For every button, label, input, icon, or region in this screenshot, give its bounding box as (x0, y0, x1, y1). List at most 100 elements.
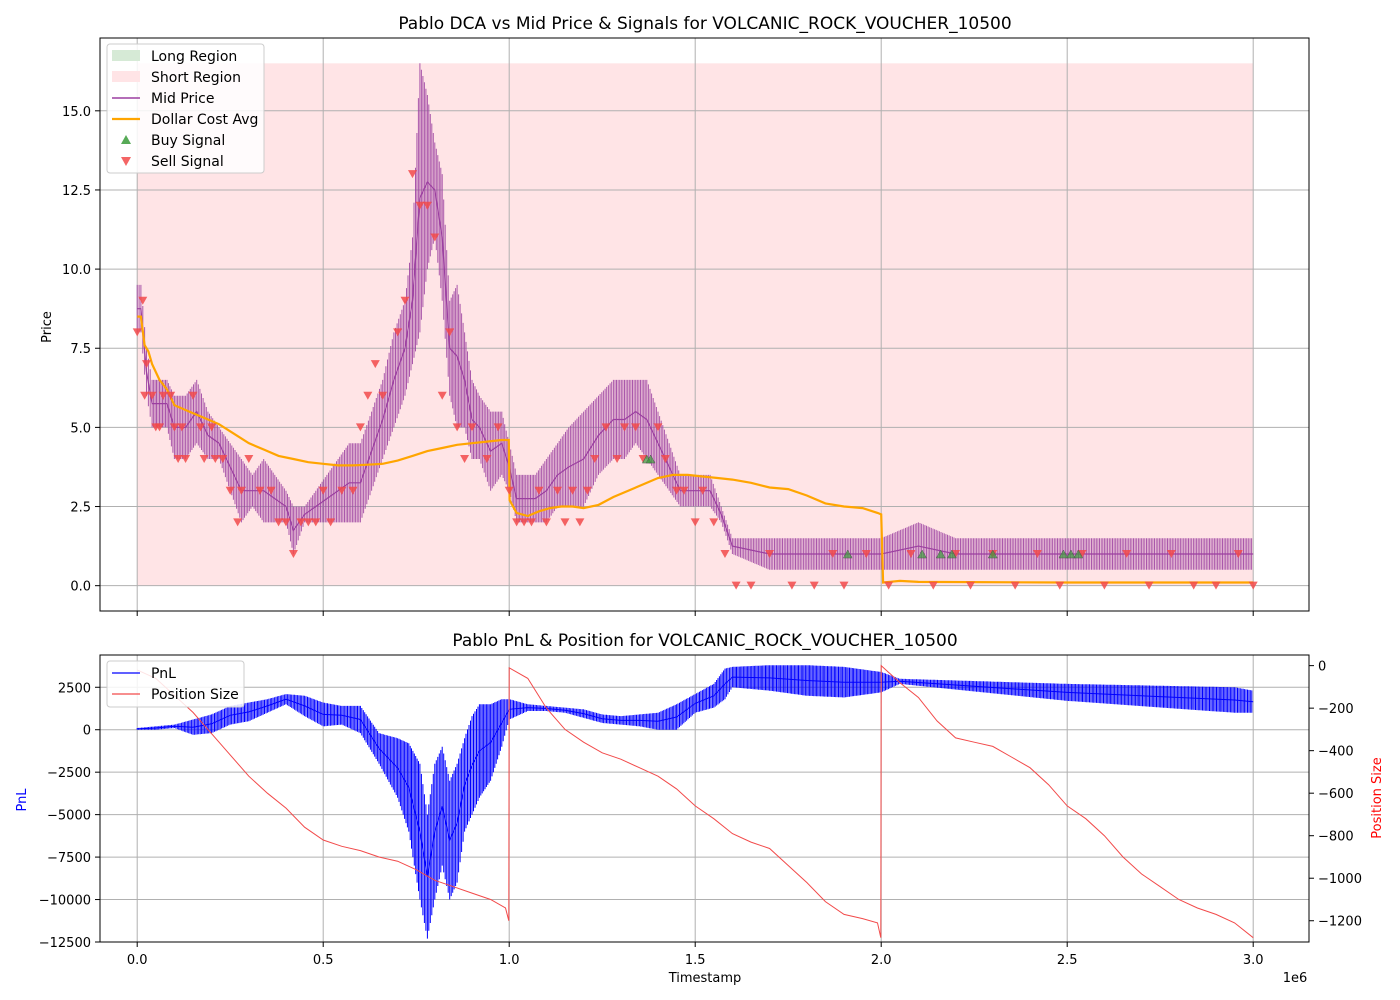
legend-box (106, 43, 265, 174)
sell-signal-marker (1189, 581, 1199, 590)
sell-signal-marker (612, 455, 622, 464)
sell-signal-marker (1032, 550, 1042, 559)
sell-signal-marker (407, 170, 417, 179)
sell-signal-marker (1166, 550, 1176, 559)
y2-tick-label: −1200 (1318, 915, 1362, 930)
x-tick-label: 2.5 (1057, 953, 1078, 968)
price-signals-chart: Pablo DCA vs Mid Price & Signals for VOL… (40, 14, 1310, 616)
y-tick-label: 15.0 (62, 105, 91, 120)
sell-signal-marker (199, 455, 209, 464)
sell-signal-marker (660, 455, 670, 464)
sell-signal-marker (884, 581, 894, 590)
sell-signal-marker (1248, 581, 1258, 590)
chart-title: Pablo PnL & Position for VOLCANIC_ROCK_V… (452, 631, 957, 651)
sell-signal-marker (288, 550, 298, 559)
legend-label-mid-price: Mid Price (151, 91, 214, 107)
sell-signal-marker (166, 391, 176, 400)
x-axis-ticks: 0.0 0.5 1.0 1.5 2.0 2.5 3.0 (127, 942, 1264, 968)
sell-signal-marker (266, 486, 276, 495)
sell-signal-marker (567, 486, 577, 495)
sell-signal-marker (493, 423, 503, 432)
y-tick-label: 0.0 (70, 580, 91, 595)
sell-signal-marker (138, 296, 148, 305)
sell-signal-marker (147, 391, 157, 400)
sell-signal-marker (861, 550, 871, 559)
y2-tick-label: −600 (1318, 787, 1354, 802)
sell-signal-marker (378, 391, 388, 400)
sell-signal-marker (173, 455, 183, 464)
sell-signal-marker (296, 518, 306, 527)
y-tick-label: 5.0 (70, 421, 91, 436)
sell-signal-marker (244, 455, 254, 464)
legend-swatch-buy-signal (121, 135, 131, 144)
sell-signal-marker (393, 328, 403, 337)
sell-signal-marker (430, 233, 440, 242)
sell-signal-marker (1122, 550, 1132, 559)
y2-tick-label: 0 (1318, 660, 1326, 675)
buy-signal-marker (935, 549, 946, 559)
sell-signal-marker (132, 328, 142, 337)
sell-signal-marker (731, 581, 741, 590)
x-tick-label: 1.0 (499, 953, 520, 968)
legend: Long Region Short Region Mid Price Dolla… (106, 43, 265, 174)
sell-signal-marker (828, 550, 838, 559)
sell-signal-marker (169, 423, 179, 432)
y-axis-label-pnl: PnL (15, 788, 30, 812)
sell-signal-marker (355, 423, 365, 432)
sell-signal-marker (415, 201, 425, 210)
buy-signal-marker (842, 549, 853, 559)
sell-signal-marker (1233, 550, 1243, 559)
sell-signal-marker (281, 518, 291, 527)
y-tick-label: 10.0 (62, 263, 91, 278)
y-tick-label: −12500 (39, 936, 91, 951)
sell-signal-marker (906, 550, 916, 559)
sell-signal-marker (460, 455, 470, 464)
legend-label-pnl: PnL (151, 666, 176, 682)
sell-signals (132, 170, 1258, 590)
sell-signal-marker (582, 486, 592, 495)
sell-signal-marker (311, 518, 321, 527)
y-tick-label: −5000 (47, 809, 91, 824)
sell-signal-marker (553, 486, 563, 495)
buy-signal-marker (987, 549, 998, 559)
y-axis-label: Price (40, 311, 55, 343)
sell-signal-marker (765, 550, 775, 559)
sell-signal-marker (672, 486, 682, 495)
sell-signal-marker (951, 550, 961, 559)
sell-signal-marker (158, 391, 168, 400)
sell-signal-marker (467, 423, 477, 432)
sell-signal-marker (787, 581, 797, 590)
sell-signal-marker (140, 391, 150, 400)
x-tick-label: 0.5 (313, 953, 334, 968)
y-tick-label: 0 (83, 724, 91, 739)
buy-signals (641, 454, 1084, 559)
x-axis-ticks (136, 611, 1254, 616)
sell-signal-marker (690, 518, 700, 527)
sell-signal-marker (422, 201, 432, 210)
sell-signal-marker (679, 486, 689, 495)
sell-signal-marker (370, 360, 380, 369)
sell-signal-marker (452, 423, 462, 432)
legend-label-position-size: Position Size (151, 687, 239, 703)
plot-frame (99, 654, 1310, 943)
sell-signal-marker (482, 455, 492, 464)
pnl-position-chart: Pablo PnL & Position for VOLCANIC_ROCK_V… (15, 631, 1385, 986)
sell-signal-marker (720, 550, 730, 559)
sell-signal-marker (527, 518, 537, 527)
sell-signal-marker (534, 486, 544, 495)
sell-signal-marker (225, 486, 235, 495)
legend-swatch-short-region (112, 71, 140, 82)
legend-label-buy-signal: Buy Signal (151, 133, 225, 149)
sell-signal-marker (177, 423, 187, 432)
sell-signal-marker (1144, 581, 1154, 590)
sell-signal-marker (218, 455, 228, 464)
chart-title: Pablo DCA vs Mid Price & Signals for VOL… (398, 14, 1011, 34)
sell-signal-marker (698, 486, 708, 495)
sell-signal-marker (326, 518, 336, 527)
legend-swatch-long-region (112, 50, 140, 61)
sell-signal-marker (236, 486, 246, 495)
y2-tick-label: −800 (1318, 830, 1354, 845)
sell-signal-marker (363, 391, 373, 400)
x-tick-label: 0.0 (127, 953, 148, 968)
sell-signal-marker (303, 518, 313, 527)
